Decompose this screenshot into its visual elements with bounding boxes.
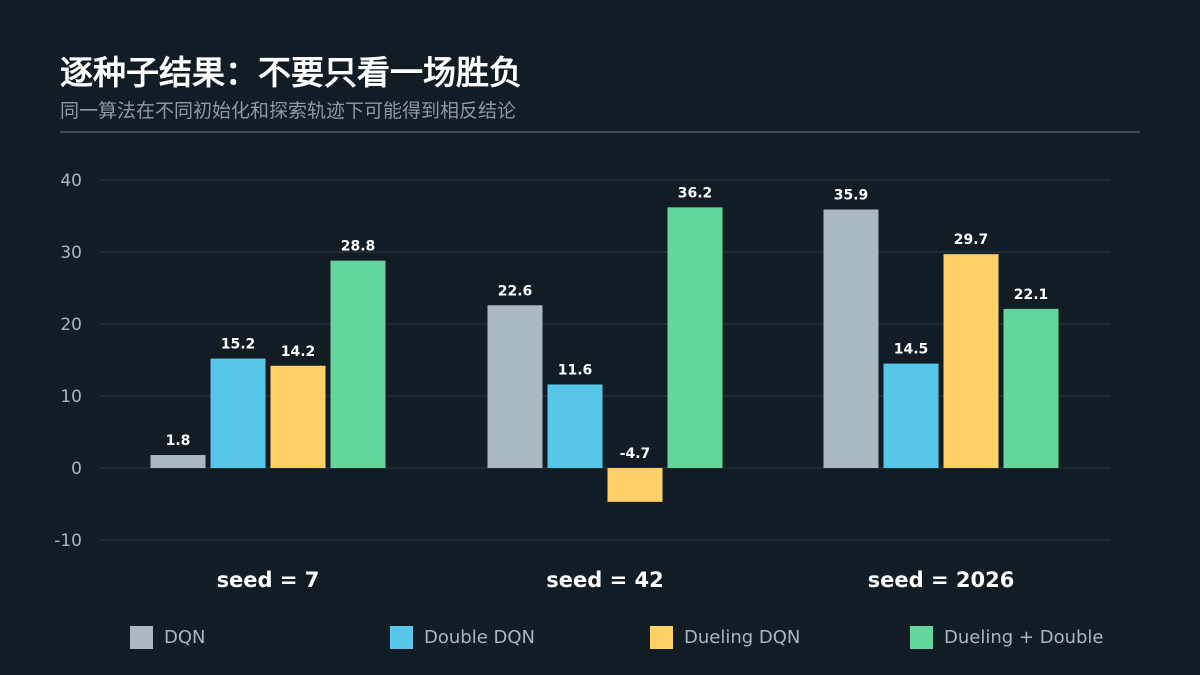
bar-dueling-dqn (270, 365, 326, 468)
bar-double-dqn (883, 363, 939, 468)
legend-swatch (390, 625, 413, 649)
data-label: -4.7 (620, 446, 651, 462)
bar-double-dqn (210, 358, 266, 468)
bar-dueling-double (1003, 308, 1059, 468)
y-tick-label: 0 (71, 459, 82, 479)
data-label: 29.7 (954, 232, 989, 248)
data-label: 22.1 (1014, 287, 1049, 303)
bar-dqn (150, 455, 206, 468)
y-tick-label: -10 (54, 531, 82, 551)
category-label: seed = 42 (546, 568, 663, 592)
data-label: 14.2 (281, 344, 316, 360)
y-tick-label: 30 (60, 243, 82, 263)
legend-swatch (910, 625, 933, 649)
category-label: seed = 7 (217, 568, 320, 592)
chart-legend: DQN Double DQN Dueling DQN Dueling + Double (0, 624, 1200, 650)
data-label: 35.9 (834, 188, 869, 204)
bar-double-dqn (547, 384, 603, 468)
bar-dqn (487, 305, 543, 468)
category-label: seed = 2026 (868, 568, 1015, 592)
y-tick-label: 40 (60, 171, 82, 191)
page-subtitle: 同一算法在不同初始化和探索轨迹下可能得到相反结论 (60, 100, 517, 122)
bar-dueling-double (330, 260, 386, 468)
data-label: 14.5 (894, 342, 929, 358)
legend-label: Dueling DQN (684, 626, 801, 648)
legend-label: Double DQN (424, 626, 535, 648)
data-label: 15.2 (221, 337, 256, 353)
legend-item: Dueling + Double (910, 624, 1104, 650)
legend-item: DQN (130, 624, 206, 650)
data-label: 22.6 (498, 283, 533, 299)
bar-dueling-dqn (943, 254, 999, 468)
bar-dueling-double (667, 207, 723, 469)
legend-label: Dueling + Double (944, 626, 1104, 648)
bar-dqn (823, 209, 879, 468)
y-tick-label: 20 (60, 315, 82, 335)
data-label: 1.8 (166, 433, 191, 449)
legend-swatch (650, 625, 673, 649)
y-tick-label: 10 (60, 387, 82, 407)
legend-item: Double DQN (390, 624, 535, 650)
header-divider (60, 131, 1140, 133)
bar-dueling-dqn (607, 468, 663, 502)
data-label: 36.2 (678, 185, 713, 201)
data-label: 28.8 (341, 239, 376, 255)
legend-swatch (130, 625, 153, 649)
page-title: 逐种子结果：不要只看一场胜负 (60, 53, 522, 92)
legend-label: DQN (164, 626, 206, 648)
legend-item: Dueling DQN (650, 624, 800, 650)
data-label: 11.6 (558, 362, 593, 378)
